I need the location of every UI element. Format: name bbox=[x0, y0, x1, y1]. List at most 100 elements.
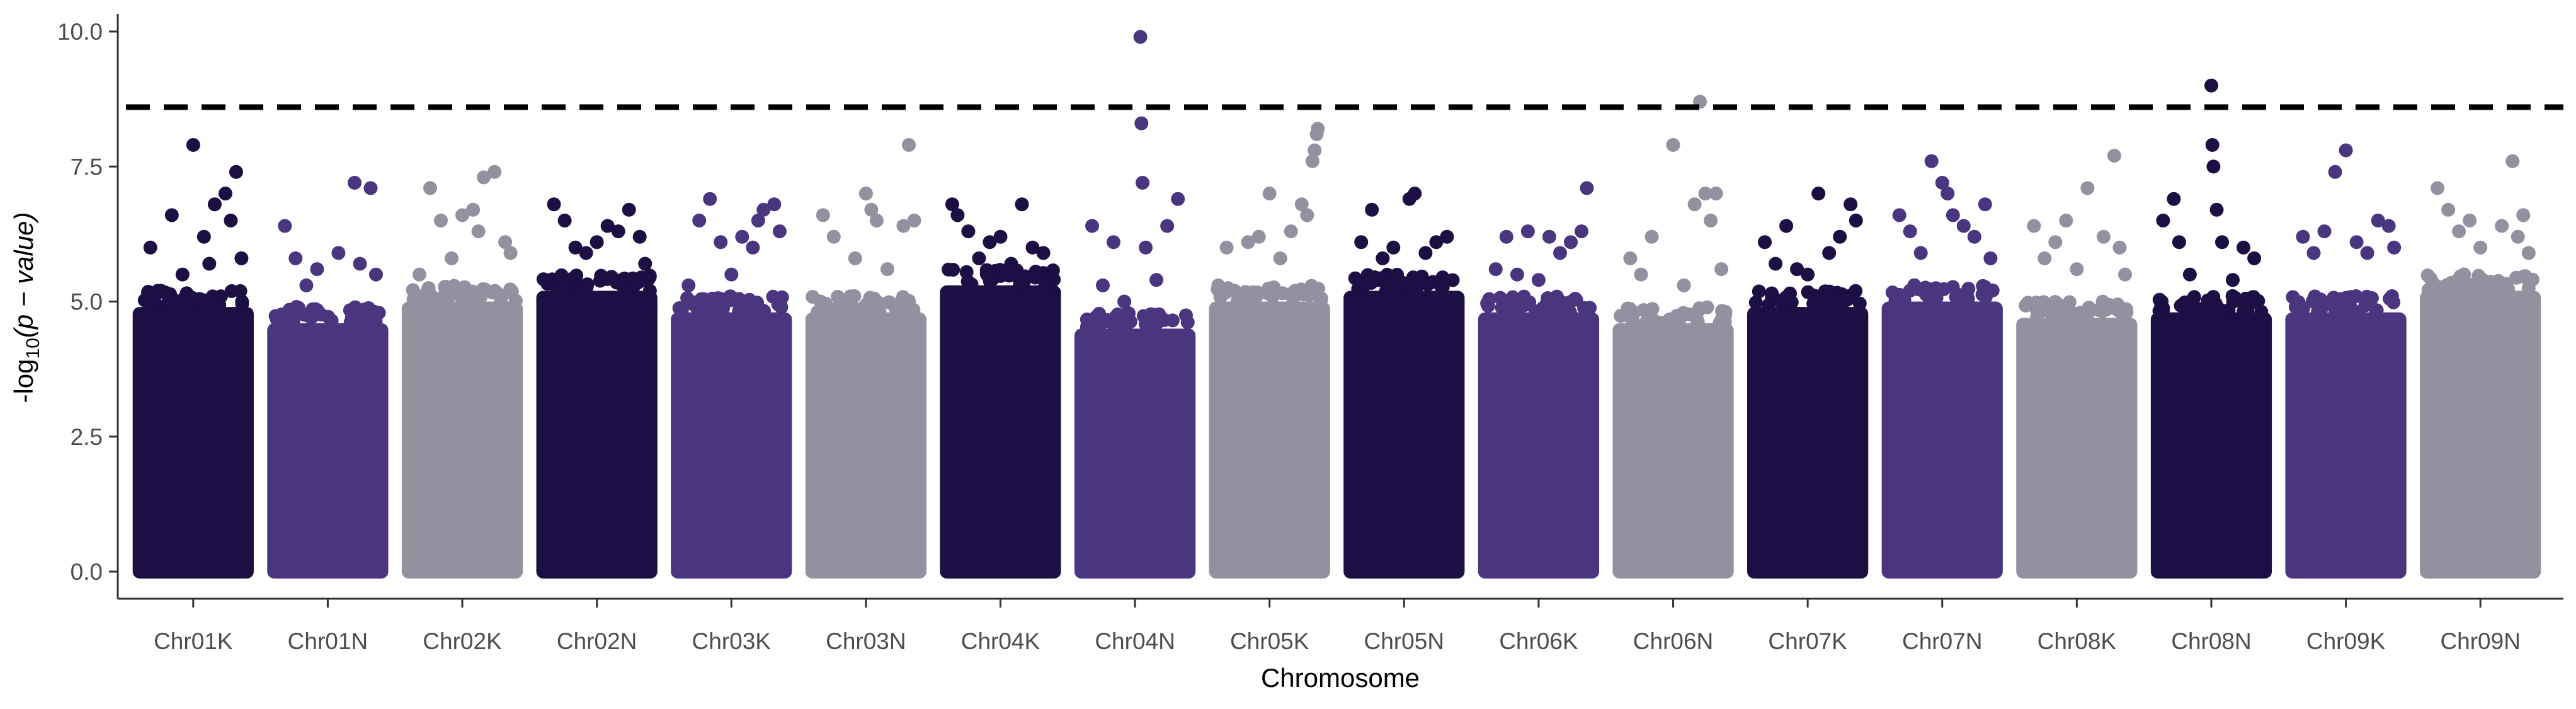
bulk-Chr05K bbox=[1209, 301, 1330, 579]
data-point bbox=[714, 235, 728, 250]
data-point bbox=[1136, 176, 1149, 190]
data-point bbox=[1983, 251, 1998, 265]
data-point bbox=[1149, 273, 1164, 287]
fringe-point bbox=[710, 291, 725, 306]
fringe-point bbox=[212, 297, 227, 312]
fringe-point bbox=[691, 303, 705, 318]
data-point bbox=[1308, 143, 1322, 158]
data-point bbox=[2495, 219, 2509, 233]
data-point bbox=[1354, 235, 1369, 250]
data-point bbox=[229, 164, 243, 179]
fringe-point bbox=[1663, 313, 1678, 328]
data-point bbox=[816, 208, 830, 222]
data-point bbox=[2209, 202, 2224, 217]
series-Chr09N bbox=[2420, 154, 2541, 579]
data-point bbox=[746, 240, 760, 255]
data-point bbox=[600, 219, 615, 233]
fringe-point bbox=[2420, 268, 2435, 282]
fringe-point bbox=[1765, 288, 1779, 303]
data-point bbox=[1946, 208, 1960, 222]
data-point bbox=[1171, 192, 1185, 206]
fringe-point bbox=[2439, 281, 2453, 296]
data-point bbox=[1714, 262, 1729, 277]
fringe-point bbox=[1445, 273, 1460, 287]
bulk-Chr07N bbox=[1881, 301, 2003, 579]
fringe-point bbox=[2201, 293, 2215, 308]
fringe-point bbox=[324, 313, 339, 328]
data-point bbox=[1811, 187, 1826, 201]
data-point bbox=[2205, 138, 2220, 152]
data-point bbox=[278, 219, 292, 233]
series-Chr03N bbox=[805, 138, 926, 579]
fringe-point bbox=[2525, 272, 2539, 287]
fringe-point bbox=[1089, 309, 1103, 324]
data-point bbox=[961, 224, 976, 239]
data-point bbox=[1025, 240, 1040, 255]
data-point bbox=[1311, 122, 1325, 136]
x-tick-label: Chr09K bbox=[2306, 628, 2386, 654]
fringe-point bbox=[137, 293, 152, 308]
data-point bbox=[2118, 267, 2132, 282]
y-tick-label: 10.0 bbox=[57, 19, 103, 45]
data-point bbox=[692, 213, 707, 228]
fringe-point bbox=[1017, 274, 1031, 289]
x-tick-label: Chr07K bbox=[1768, 628, 1847, 654]
x-tick-label: Chr05N bbox=[1364, 628, 1445, 654]
data-point bbox=[2360, 246, 2374, 260]
data-point bbox=[1779, 219, 1794, 233]
fringe-point bbox=[224, 284, 239, 298]
fringe-point bbox=[2228, 291, 2242, 305]
data-point bbox=[1219, 240, 1234, 255]
x-tick-label: Chr03N bbox=[826, 628, 906, 654]
data-point bbox=[186, 138, 200, 152]
data-point bbox=[611, 224, 625, 239]
data-point bbox=[2516, 208, 2531, 222]
data-point bbox=[2204, 78, 2218, 93]
data-point bbox=[143, 240, 157, 255]
data-point bbox=[2510, 229, 2525, 244]
data-point bbox=[348, 176, 362, 190]
bulk-Chr05N bbox=[1343, 291, 1465, 579]
data-point bbox=[1300, 208, 1314, 222]
x-tick-label: Chr05K bbox=[1230, 628, 1309, 654]
y-tick-label: 7.5 bbox=[71, 154, 103, 180]
fringe-point bbox=[1718, 308, 1732, 323]
fringe-point bbox=[2152, 292, 2167, 307]
data-point bbox=[557, 213, 572, 228]
series-Chr08N bbox=[2150, 78, 2272, 579]
y-ticks: 0.0 2.5 5.0 7.5 10.0 bbox=[57, 19, 118, 585]
data-point bbox=[2226, 273, 2240, 287]
data-point bbox=[353, 257, 367, 271]
data-point bbox=[503, 246, 518, 260]
fringe-point bbox=[2237, 304, 2251, 319]
series-Chr06K bbox=[1478, 181, 1600, 579]
data-point bbox=[2463, 213, 2477, 228]
data-point bbox=[1677, 278, 1691, 292]
x-tick-label: Chr09N bbox=[2440, 628, 2521, 654]
fringe-point bbox=[2296, 301, 2311, 315]
data-point bbox=[363, 181, 378, 195]
data-point bbox=[1634, 267, 1648, 282]
fringe-point bbox=[2221, 303, 2236, 318]
data-point bbox=[1036, 246, 1051, 260]
fringe-point bbox=[1106, 316, 1120, 331]
series-Chr09K bbox=[2285, 143, 2407, 579]
data-point bbox=[1709, 187, 1723, 201]
data-point bbox=[1623, 251, 1638, 265]
data-point bbox=[1978, 197, 1992, 212]
fringe-point bbox=[2053, 301, 2067, 315]
data-point bbox=[2381, 219, 2396, 233]
data-point bbox=[369, 267, 383, 282]
data-point bbox=[2339, 143, 2353, 158]
x-tick-label: Chr03K bbox=[692, 628, 772, 654]
fringe-point bbox=[1421, 277, 1435, 292]
data-point bbox=[751, 213, 765, 228]
data-point bbox=[1499, 229, 1513, 244]
data-point bbox=[1698, 187, 1713, 201]
data-point bbox=[1801, 267, 1815, 282]
fringe-point bbox=[1211, 282, 1225, 297]
series-Chr01N bbox=[267, 176, 389, 579]
fringe-point bbox=[642, 284, 657, 298]
fringe-point bbox=[1123, 314, 1137, 329]
fringe-point bbox=[1039, 277, 1053, 291]
